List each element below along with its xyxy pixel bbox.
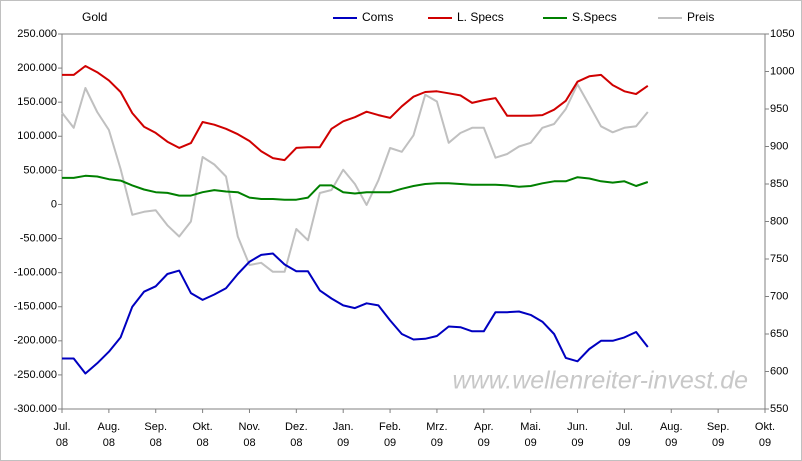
y-tick-label: 0 (51, 198, 57, 210)
x-tick-label: Mrz. 09 (426, 421, 447, 449)
y2-tick-label: 700 (770, 290, 788, 302)
x-tick-label: Sep. 09 (707, 421, 730, 449)
x-tick-label: Aug. 08 (98, 421, 121, 449)
y-tick-label: 150.000 (17, 96, 57, 108)
y-tick-label: -100.000 (14, 267, 57, 279)
y2-tick-label: 1050 (770, 28, 794, 40)
y-tick-label: 250.000 (17, 28, 57, 40)
y-tick-label: 200.000 (17, 62, 57, 74)
y-tick-label: -50.000 (20, 232, 57, 244)
legend-label: L. Specs (457, 10, 504, 24)
x-tick-label: Jan. 09 (333, 421, 354, 449)
y-tick-label: 50.000 (23, 164, 57, 176)
y-tick-label: -150.000 (14, 301, 57, 313)
x-tick-label: Okt. 09 (755, 421, 775, 449)
chart-title: Gold (82, 10, 107, 24)
x-tick-label: Sep. 08 (144, 421, 167, 449)
y2-tick-label: 800 (770, 215, 788, 227)
y2-tick-label: 750 (770, 253, 788, 265)
x-tick-label: Jun. 09 (567, 421, 588, 449)
x-tick-label: Jul. 09 (616, 421, 633, 449)
series-line (61, 83, 649, 273)
watermark: www.wellenreiter-invest.de (453, 367, 749, 395)
legend-label: Preis (687, 10, 714, 24)
y2-tick-label: 650 (770, 328, 788, 340)
plot-area (61, 33, 766, 410)
x-tick-label: Dez. 08 (285, 421, 308, 449)
legend-label: Coms (362, 10, 393, 24)
x-tick-label: Okt. 08 (193, 421, 213, 449)
x-tick-label: Nov. 08 (239, 421, 261, 449)
y-tick-label: -250.000 (14, 369, 57, 381)
x-tick-label: Mai. 09 (520, 421, 541, 449)
series-line (62, 174, 649, 201)
y2-tick-label: 550 (770, 403, 788, 415)
x-tick-label: Apr. 09 (474, 421, 494, 449)
y2-tick-label: 900 (770, 140, 788, 152)
series-line (62, 252, 649, 375)
y-tick-label: -300.000 (14, 403, 57, 415)
x-tick-label: Jul. 08 (53, 421, 70, 449)
y2-tick-label: 1000 (770, 65, 794, 77)
y2-tick-label: 600 (770, 365, 788, 377)
y2-tick-label: 950 (770, 103, 788, 115)
y-tick-label: 100.000 (17, 130, 57, 142)
x-tick-label: Feb. 09 (379, 421, 401, 449)
series-line (62, 65, 649, 162)
y2-tick-label: 850 (770, 178, 788, 190)
legend-label: S.Specs (572, 10, 617, 24)
y-tick-label: -200.000 (14, 335, 57, 347)
x-tick-label: Aug. 09 (660, 421, 683, 449)
